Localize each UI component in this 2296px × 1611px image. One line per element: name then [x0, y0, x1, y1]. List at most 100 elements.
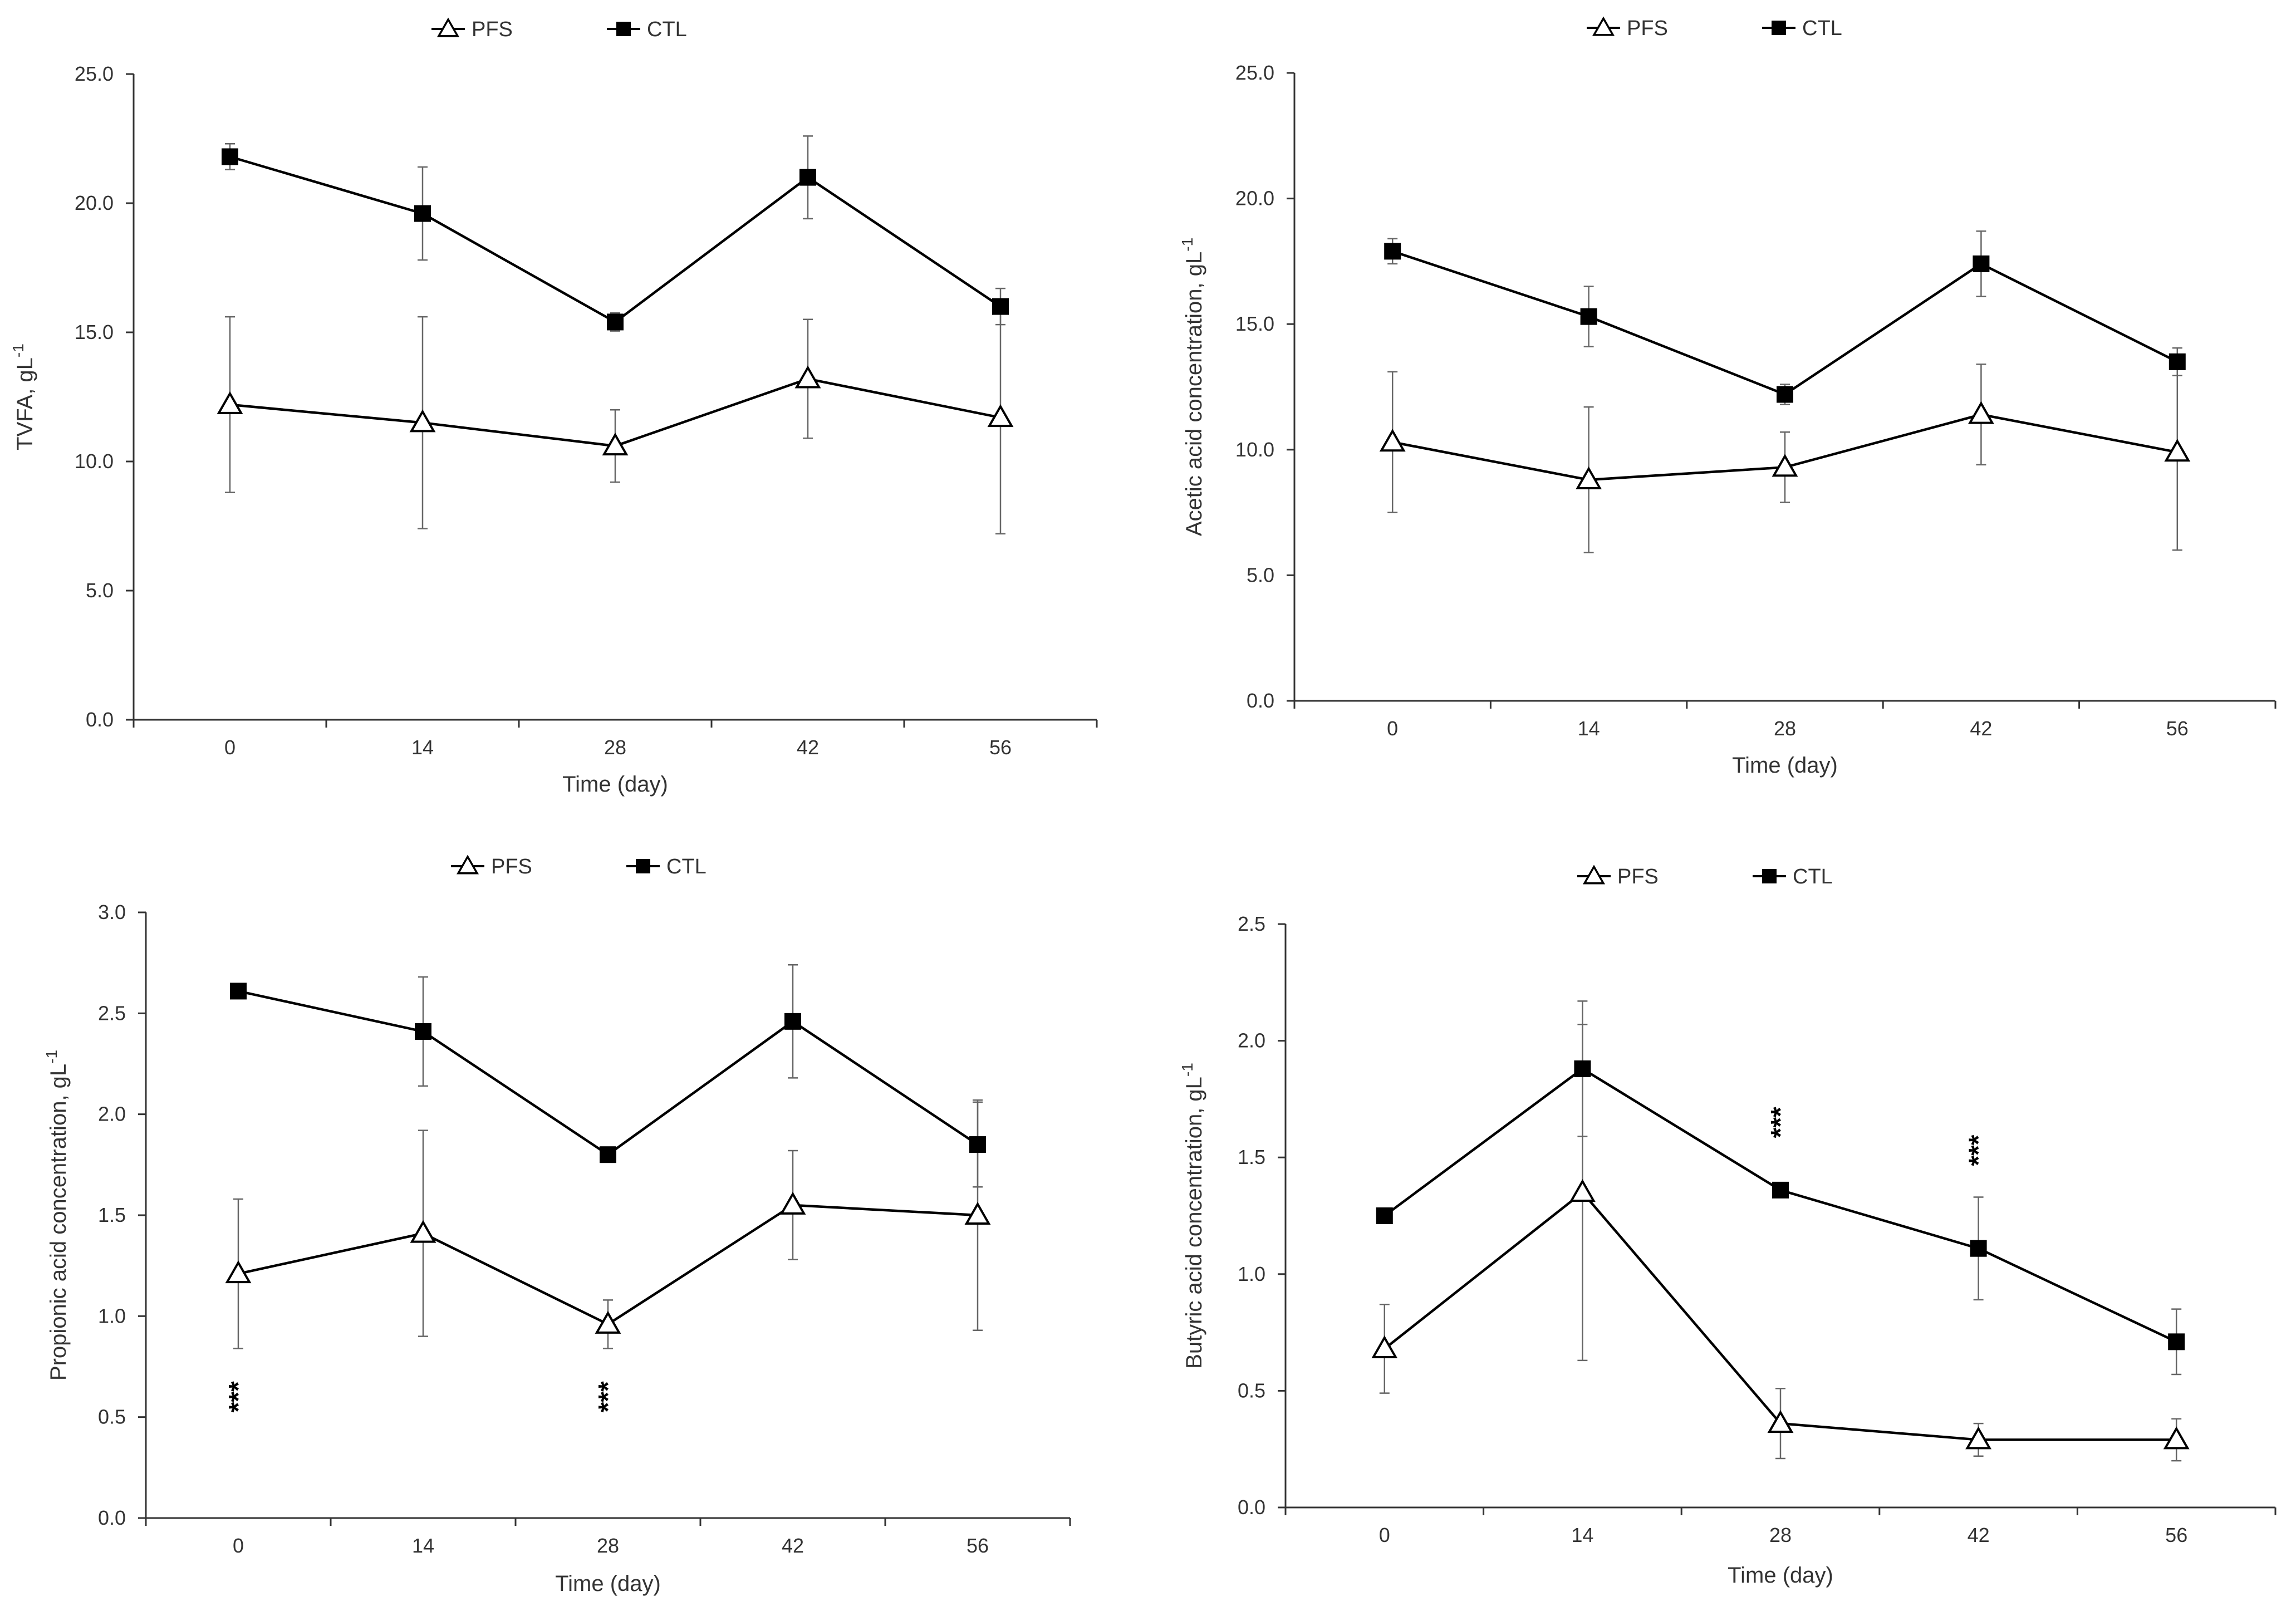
data-point-ctl	[1772, 1181, 1789, 1199]
x-tick-label: 0	[224, 736, 236, 759]
y-axis-title: Butyric acid concentration, gL-1	[1179, 1063, 1206, 1369]
y-axis-title: Propionic acid concentration, gL-1	[43, 1050, 71, 1381]
y-tick-label: 0.5	[1238, 1379, 1265, 1402]
y-axis-title-superscript: -1	[9, 343, 27, 357]
data-point-ctl	[1580, 308, 1597, 325]
x-tick-label: 42	[1968, 1524, 1990, 1546]
y-axis-title: TVFA, gL-1	[9, 343, 37, 450]
y-tick-label: 2.0	[98, 1103, 126, 1126]
x-axis-title: Time (day)	[555, 1571, 661, 1596]
x-tick-label: 14	[411, 736, 434, 759]
y-tick-label: 0.0	[98, 1506, 126, 1529]
data-point-pfs	[794, 365, 821, 389]
x-tick-label: 28	[604, 736, 626, 759]
data-point-pfs	[1965, 1426, 1992, 1450]
legend-label-pfs: PFS	[1617, 865, 1659, 888]
y-axis-title-superscript: -1	[1179, 1063, 1196, 1077]
significance-stars: ***	[593, 1381, 623, 1412]
legend-marker-ctl	[1772, 21, 1786, 35]
data-point-ctl	[1574, 1060, 1591, 1077]
data-point-pfs	[1767, 1410, 1794, 1433]
data-point-ctl	[992, 298, 1009, 315]
series-pfs	[1371, 1024, 2190, 1462]
data-point-pfs	[217, 391, 243, 414]
y-axis-title-superscript: -1	[1179, 238, 1196, 252]
y-tick-label: 2.5	[1238, 912, 1265, 935]
x-tick-label: 42	[1970, 717, 1992, 740]
data-point-ctl	[600, 1146, 616, 1163]
legend-label-ctl: CTL	[1793, 865, 1833, 888]
data-point-ctl	[1777, 386, 1793, 403]
y-tick-label: 0.5	[98, 1406, 126, 1428]
y-axis-title-superscript: -1	[43, 1050, 60, 1064]
legend-marker-pfs	[436, 17, 460, 37]
series-ctl	[230, 964, 986, 1188]
data-point-pfs	[410, 1220, 436, 1243]
x-tick-label: 14	[412, 1534, 434, 1557]
data-point-ctl	[2168, 1333, 2185, 1350]
y-tick-label: 1.0	[1238, 1263, 1265, 1285]
y-tick-label: 15.0	[75, 321, 114, 343]
x-tick-label: 56	[2165, 1524, 2187, 1546]
y-tick-label: 0.0	[1238, 1496, 1265, 1519]
legend-label-ctl: CTL	[647, 18, 687, 41]
x-tick-label: 14	[1578, 717, 1600, 740]
chart-panel-propionic: 0.0 0.5 1.0 1.5 2.0 2.5 3.0 0 14 28 42 56 Time (day)…	[43, 854, 1071, 1596]
chart-panel-tvfa: 0.0 5.0 10.0 15.0 20.0 25.0 0 14 28 42 56 Time (day…	[9, 17, 1098, 797]
x-tick-label: 0	[1379, 1524, 1390, 1546]
data-point-pfs	[225, 1260, 252, 1284]
data-point-ctl	[2169, 353, 2186, 370]
data-point-ctl	[415, 1023, 431, 1040]
data-point-ctl	[1970, 1240, 1987, 1257]
chart-panel-acetic: 0.0 5.0 10.0 15.0 20.0 25.0 0 14 28 42 56 Time (day…	[1179, 16, 2277, 778]
y-tick-label: 2.5	[98, 1001, 126, 1024]
data-point-pfs	[1371, 1335, 1398, 1358]
data-point-ctl	[222, 148, 238, 165]
x-tick-label: 14	[1571, 1524, 1593, 1546]
y-axis-title-group: Propionic acid concentration, gL-1	[43, 1050, 71, 1381]
data-point-pfs	[1576, 466, 1602, 489]
legend-label-pfs: PFS	[472, 18, 513, 41]
series-ctl	[222, 135, 1009, 332]
significance-stars: ***	[1766, 1107, 1795, 1138]
significance-annotation: ***	[224, 1381, 253, 1412]
legend-marker-pfs	[456, 854, 479, 875]
y-tick-label: 10.0	[1235, 438, 1274, 461]
x-tick-label: 42	[782, 1534, 804, 1557]
significance-annotation: ***	[593, 1381, 623, 1412]
series-ctl	[1376, 1000, 2185, 1376]
y-tick-label: 15.0	[1235, 312, 1274, 335]
data-point-ctl	[969, 1136, 986, 1153]
y-tick-label: 0.0	[1247, 689, 1274, 712]
data-point-pfs	[409, 409, 436, 433]
significance-annotation: ***	[1964, 1134, 1994, 1166]
data-point-pfs	[1772, 454, 1798, 477]
data-point-pfs	[595, 1310, 621, 1334]
legend: PFS CTL	[451, 854, 707, 878]
series-ctl	[1384, 230, 2186, 405]
data-point-pfs	[987, 404, 1014, 428]
data-point-pfs	[779, 1191, 806, 1215]
x-tick-label: 28	[1774, 717, 1796, 740]
legend: PFS CTL	[431, 17, 687, 41]
data-point-ctl	[799, 169, 816, 186]
y-tick-label: 0.0	[86, 708, 114, 731]
data-point-ctl	[414, 205, 431, 222]
x-tick-label: 56	[989, 736, 1012, 759]
significance-stars: ***	[224, 1381, 253, 1412]
series-pfs	[1379, 353, 2191, 554]
legend-label-pfs: PFS	[491, 855, 532, 878]
y-axis-title-group: Acetic acid concentration, gL-1	[1179, 238, 1206, 536]
significance-stars: ***	[1964, 1134, 1994, 1166]
series-line-ctl	[229, 155, 1002, 324]
legend-marker-ctl	[1762, 869, 1777, 883]
data-point-ctl	[607, 313, 624, 331]
x-tick-label: 56	[967, 1534, 989, 1557]
x-tick-label: 0	[233, 1534, 244, 1557]
data-point-pfs	[1379, 429, 1406, 452]
x-tick-label: 28	[1769, 1524, 1792, 1546]
y-tick-label: 2.0	[1238, 1029, 1265, 1052]
x-tick-label: 42	[797, 736, 819, 759]
data-point-ctl	[1376, 1207, 1393, 1224]
